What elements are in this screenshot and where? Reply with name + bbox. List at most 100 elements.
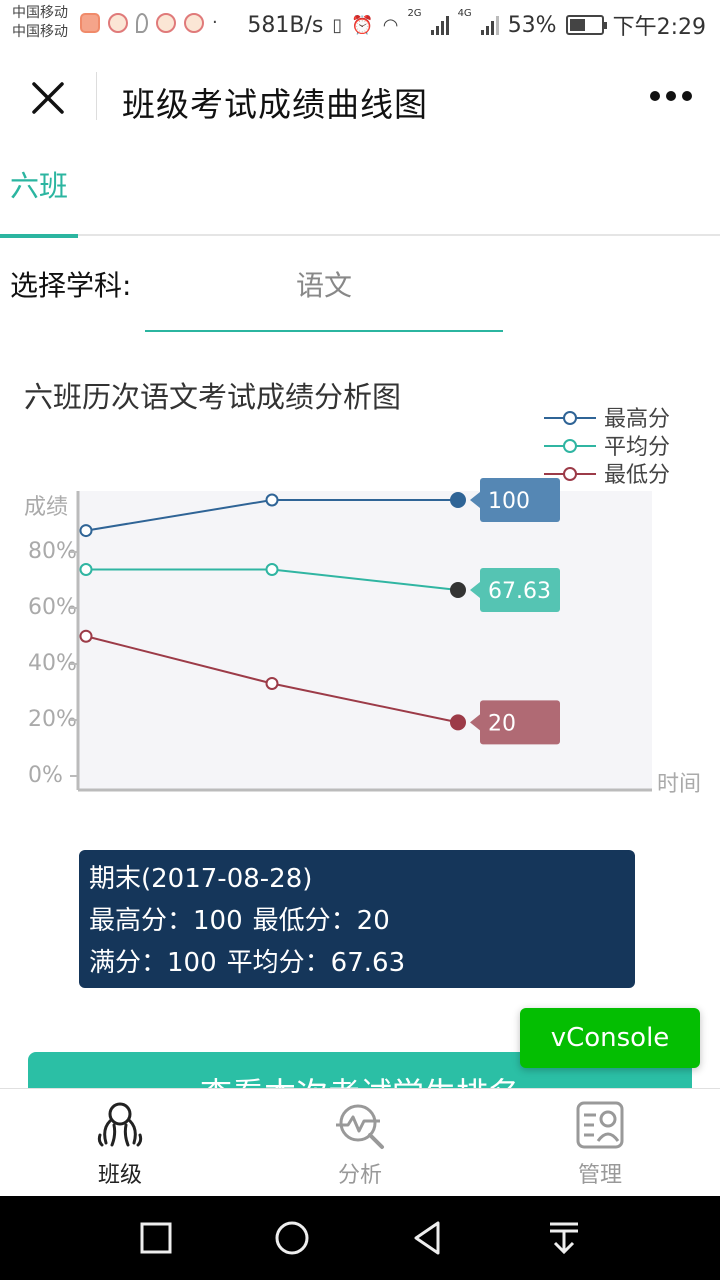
battery-percent: 53% [507,12,557,38]
x-axis-label: 时间 [657,772,701,797]
end-label-pointer [470,581,480,598]
legend-label: 平均分 [604,435,670,460]
net-speed: 581B/s [247,12,324,38]
more-icon [650,91,660,101]
tooltip-avg-label: 平均分： [226,948,331,978]
y-tick-label: 80% [28,539,77,564]
manage-icon [576,1101,624,1149]
bottom-nav: 班级 分析 管理 [0,1088,720,1196]
nav-label: 分析 [337,1163,382,1188]
nav-item-class[interactable]: 班级 [60,1089,180,1197]
carrier-1: 中国移动 [12,5,68,21]
tooltip-min-value: 20 [356,906,390,936]
system-status: 581B/s ▯ ⏰ ◠ 2G 4G 53% 下午2:29 [247,9,706,41]
more-button[interactable] [650,86,694,106]
class-icon [97,1102,143,1147]
battery-fill [569,19,586,31]
data-point [450,581,466,598]
alarm-icon: ⏰ [351,14,374,36]
system-nav-bar [0,1196,720,1280]
clock: 下午2:29 [612,15,706,40]
net-gen-2: 4G [457,8,472,19]
carrier-info: 中国移动 中国移动 [12,4,68,42]
tab-class-6[interactable]: 六班 [0,148,78,238]
legend-label: 最高分 [604,407,670,432]
title-divider [96,72,97,120]
end-label-text: 100 [488,489,530,514]
end-label-box [480,478,560,522]
analysis-icon [336,1104,384,1149]
legend-marker [563,439,577,453]
class-tabs: 六班 [0,148,720,238]
tooltip-min-label: 最低分： [252,906,357,936]
heart-icon [80,12,100,33]
y-tick-label: 60% [28,595,77,620]
y-tick-label: 20% [28,707,77,732]
tooltip-avg-value: 67.63 [330,948,406,978]
legend-marker [563,411,577,425]
chart-title: 六班历次语文考试成绩分析图 [24,380,402,414]
notification-icons: · [80,12,218,33]
vconsole-button[interactable]: vConsole [520,1008,700,1068]
legend-label: 最低分 [604,463,670,488]
wifi-icon: ◠ [382,14,399,36]
tab-label: 六班 [9,169,68,203]
nav-label: 班级 [97,1163,142,1188]
score-chart: 六班历次语文考试成绩分析图 成绩 80% 60% 40% 20% 0% 时间 100 67.63… [0,360,720,820]
tooltip-heading: 期末(2017-08-28) [89,864,313,894]
signal-icon [480,15,499,35]
dot-icon: · [212,12,218,33]
tooltip-max-value: 100 [193,906,243,936]
location-icon [136,12,148,33]
data-point [265,676,279,690]
tooltip-full-value: 100 [167,948,217,978]
battery-icon [565,15,607,35]
status-bar: 中国移动 中国移动 · 581B/s ▯ ⏰ ◠ 2G 4G 53% 下午2:2… [0,0,720,48]
net-gen-1: 2G [407,8,422,19]
y-axis-label: 成绩 [24,495,68,520]
data-point [450,492,466,508]
close-button[interactable] [28,78,68,118]
more-icon [682,91,692,101]
data-point [79,563,93,576]
subject-select[interactable]: 语文 [145,250,503,332]
data-point [79,524,93,538]
data-point [265,493,279,507]
end-label-box [480,700,560,745]
end-label-pointer [470,714,480,731]
weibo-icon [108,12,128,33]
more-icon [666,91,676,101]
tooltip-max-label: 最高分： [89,906,194,936]
nav-item-manage[interactable]: 管理 [540,1089,660,1197]
dropdown-icon[interactable] [544,1218,584,1258]
end-label-box [480,567,560,612]
recents-icon[interactable] [136,1218,176,1258]
data-point [450,714,466,731]
legend-marker [563,467,577,481]
subject-label: 选择学科: [10,269,132,302]
vibrate-icon: ▯ [332,14,343,36]
home-icon[interactable] [272,1218,312,1258]
subject-value: 语文 [295,269,352,302]
plot-background [78,491,652,790]
y-tick-label: 40% [28,651,77,676]
weibo-icon [184,12,204,33]
data-point [265,563,279,576]
signal-icon [430,15,449,35]
tooltip-row-max-min: 最高分：100 最低分：20 [89,900,625,942]
data-point [79,629,93,643]
tab-active-indicator [0,234,78,238]
title-bar: 班级考试成绩曲线图 [0,48,720,148]
tooltip-full-label: 满分： [89,948,168,978]
nav-label: 管理 [577,1163,622,1188]
end-label-text: 67.63 [488,579,551,604]
chart-tooltip: 期末(2017-08-28) 最高分：100 最低分：20 满分：100 平均分：6… [79,850,635,988]
carrier-2: 中国移动 [12,24,68,40]
page-title: 班级考试成绩曲线图 [122,85,428,124]
y-tick-label: 0% [28,763,63,788]
back-icon[interactable] [408,1218,448,1258]
nav-item-analysis[interactable]: 分析 [300,1089,420,1197]
end-label-pointer [470,492,480,508]
